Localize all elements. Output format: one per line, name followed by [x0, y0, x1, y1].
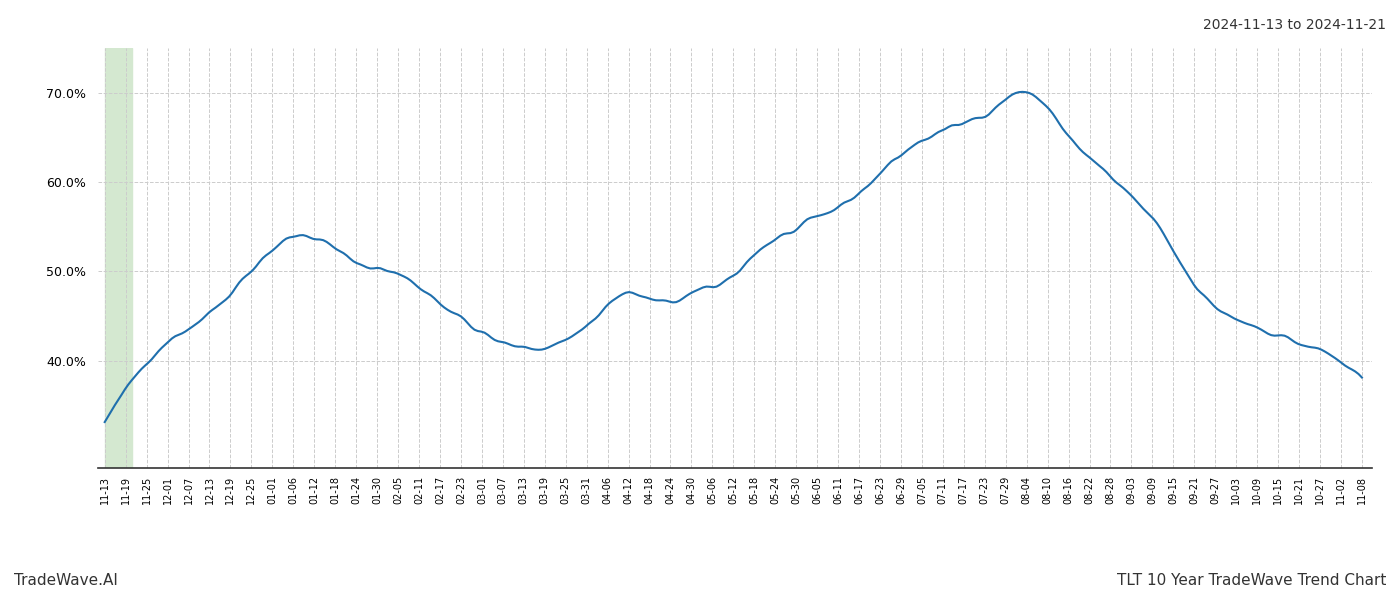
- Text: TradeWave.AI: TradeWave.AI: [14, 573, 118, 588]
- Text: TLT 10 Year TradeWave Trend Chart: TLT 10 Year TradeWave Trend Chart: [1117, 573, 1386, 588]
- Bar: [105, 48, 132, 468]
- Text: 2024-11-13 to 2024-11-21: 2024-11-13 to 2024-11-21: [1203, 18, 1386, 32]
